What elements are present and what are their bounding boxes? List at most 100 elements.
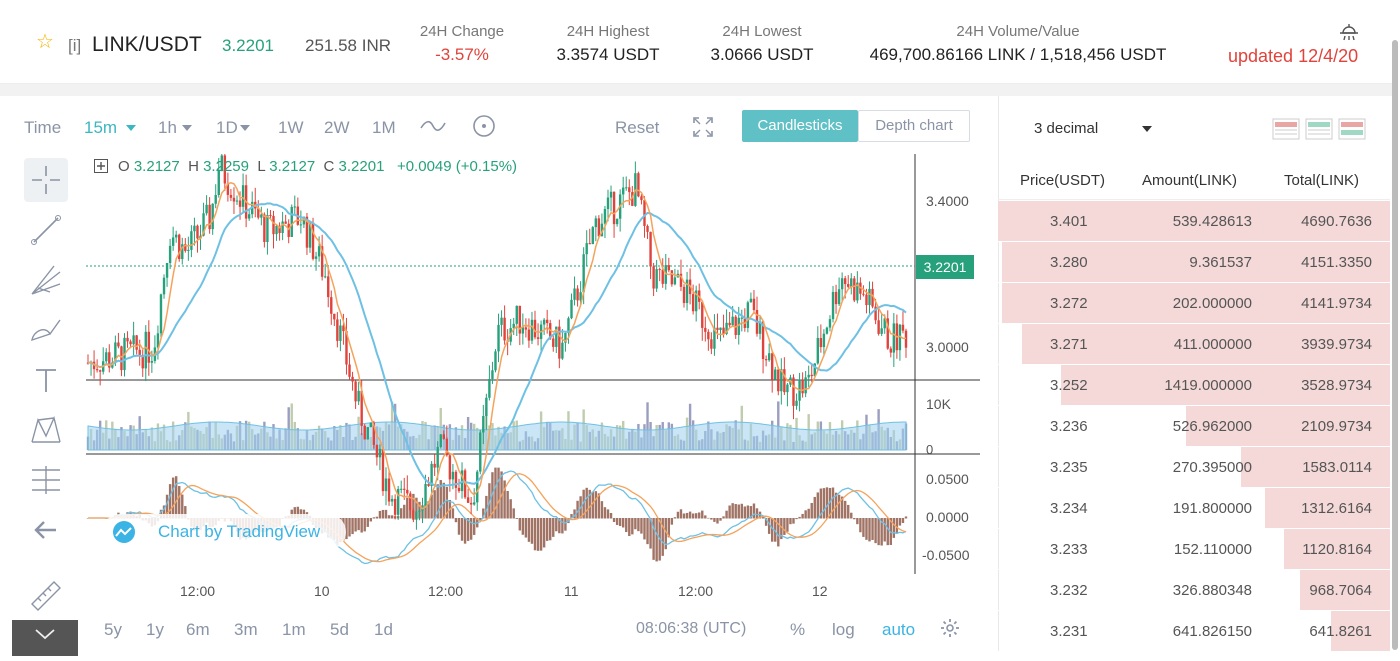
macd-histogram-bar xyxy=(743,506,747,519)
indicator-wave-icon[interactable] xyxy=(420,118,446,134)
candle-body xyxy=(533,319,537,338)
collapse-toolbar-button[interactable] xyxy=(12,620,78,656)
ruler-tool[interactable] xyxy=(24,574,68,618)
range-6m[interactable]: 6m xyxy=(186,620,210,639)
brush-tool[interactable] xyxy=(24,308,68,352)
sell-view-icon[interactable] xyxy=(1272,118,1300,140)
macd-histogram-bar xyxy=(515,518,518,519)
row-price: 3.232 xyxy=(1050,582,1088,599)
expand-legend-icon[interactable] xyxy=(94,159,108,173)
cloud-logo-icon xyxy=(113,521,135,543)
interval-1D[interactable]: 1D xyxy=(216,118,238,137)
candle-body xyxy=(275,225,278,235)
tradingview-watermark[interactable]: Chart by TradingView xyxy=(102,514,346,550)
row-price: 3.401 xyxy=(1050,213,1088,230)
orderbook-row[interactable]: 3.280 9.361537 4151.3350 xyxy=(998,242,1390,283)
orderbook-row[interactable]: 3.234 191.800000 1312.6164 xyxy=(998,488,1390,529)
candle-body xyxy=(339,325,342,341)
range-1d[interactable]: 1d xyxy=(374,620,393,639)
reset-button[interactable]: Reset xyxy=(615,118,660,137)
favorite-star-icon[interactable]: ☆ xyxy=(36,31,54,53)
depth-bar xyxy=(1299,570,1390,610)
candle-body xyxy=(579,292,582,301)
scrollbar[interactable] xyxy=(1392,40,1398,650)
interval-1W[interactable]: 1W xyxy=(278,118,304,137)
crosshair-tool[interactable] xyxy=(24,158,68,202)
remove-tool[interactable] xyxy=(24,508,68,552)
orderbook-row[interactable]: 3.236 526.962000 2109.9734 xyxy=(998,406,1390,447)
candle-body xyxy=(135,335,138,350)
refresh-cloud-icon[interactable] xyxy=(1338,22,1360,42)
row-amount: 202.000000 xyxy=(1172,295,1252,312)
orderbook-row[interactable]: 3.233 152.110000 1120.8164 xyxy=(998,529,1390,570)
orderbook-row[interactable]: 3.401 539.428613 4690.7636 xyxy=(998,201,1390,242)
interval-15m[interactable]: 15m xyxy=(84,118,118,137)
candle-body xyxy=(801,379,804,394)
range-1y[interactable]: 1y xyxy=(146,620,164,639)
macd-histogram-bar xyxy=(892,518,896,538)
price-chart[interactable] xyxy=(86,154,980,574)
fullscreen-icon[interactable] xyxy=(692,116,714,138)
orderbook-row[interactable]: 3.235 270.395000 1583.0114 xyxy=(998,447,1390,488)
candle-body xyxy=(679,273,683,287)
candle-body xyxy=(570,299,573,319)
fib-tool[interactable] xyxy=(24,258,68,302)
candle-body xyxy=(330,297,333,314)
candle-body xyxy=(181,244,184,260)
candlesticks-toggle[interactable]: Candlesticks xyxy=(742,110,858,142)
trendline-tool[interactable] xyxy=(24,208,68,252)
candle-body xyxy=(761,321,765,360)
range-3m[interactable]: 3m xyxy=(234,620,258,639)
row-total: 4690.7636 xyxy=(1301,213,1372,230)
macd-histogram-bar xyxy=(530,518,534,544)
log-toggle[interactable]: log xyxy=(832,620,855,639)
caret-down-icon xyxy=(126,125,136,131)
stat-label: 24H Change xyxy=(419,23,505,40)
candle-body xyxy=(494,351,497,371)
interval-1h[interactable]: 1h xyxy=(158,118,177,137)
macd-histogram-bar xyxy=(701,510,704,519)
depth-bar xyxy=(1060,365,1390,405)
row-total: 641.8261 xyxy=(1309,623,1372,640)
settings-gear-icon[interactable] xyxy=(940,618,960,638)
candle-body xyxy=(260,214,263,218)
decimal-select[interactable]: 3 decimal xyxy=(1024,114,1164,144)
decimal-value: 3 decimal xyxy=(1034,120,1099,137)
macd-histogram-bar xyxy=(558,518,561,534)
orderbook-row[interactable]: 3.272 202.000000 4141.9734 xyxy=(998,283,1390,324)
interval-2W[interactable]: 2W xyxy=(324,118,350,137)
macd-histogram-bar xyxy=(749,506,753,519)
percent-toggle[interactable]: % xyxy=(790,620,806,639)
range-5d[interactable]: 5d xyxy=(330,620,349,639)
macd-histogram-bar xyxy=(847,504,850,519)
stat-24h-volume: 24H Volume/Value 469,700.86166 LINK / 1,… xyxy=(850,22,1186,68)
depth-chart-toggle[interactable]: Depth chart xyxy=(858,110,970,142)
divider xyxy=(0,84,1394,96)
range-5y[interactable]: 5y xyxy=(104,620,122,639)
pattern-tool[interactable] xyxy=(24,408,68,452)
buy-view-icon[interactable] xyxy=(1305,118,1333,140)
depth-bar xyxy=(1331,611,1390,651)
orderbook-row[interactable]: 3.232 326.880348 968.7064 xyxy=(998,570,1390,611)
auto-toggle[interactable]: auto xyxy=(882,620,916,639)
measure-tool[interactable] xyxy=(24,458,68,502)
compare-circle-icon[interactable] xyxy=(472,114,496,138)
open-label: O xyxy=(118,158,130,175)
candle-body xyxy=(771,353,774,380)
candle-body xyxy=(518,305,522,334)
macd-histogram-bar xyxy=(780,518,783,540)
both-view-icon[interactable] xyxy=(1338,118,1366,140)
candle-body xyxy=(564,333,567,343)
candle-body xyxy=(728,322,731,326)
depth-bar xyxy=(1284,529,1390,569)
interval-1M[interactable]: 1M xyxy=(372,118,396,137)
orderbook-row[interactable]: 3.252 1419.000000 3528.9734 xyxy=(998,365,1390,406)
price-tick: 3.0000 xyxy=(926,339,969,355)
orderbook-row[interactable]: 3.231 641.826150 641.8261 xyxy=(998,611,1390,652)
macd-histogram-bar xyxy=(400,508,403,519)
row-amount: 191.800000 xyxy=(1172,500,1252,517)
range-1m[interactable]: 1m xyxy=(282,620,306,639)
candle-body xyxy=(427,483,430,486)
orderbook-row[interactable]: 3.271 411.000000 3939.9734 xyxy=(998,324,1390,365)
text-tool[interactable] xyxy=(24,358,68,402)
